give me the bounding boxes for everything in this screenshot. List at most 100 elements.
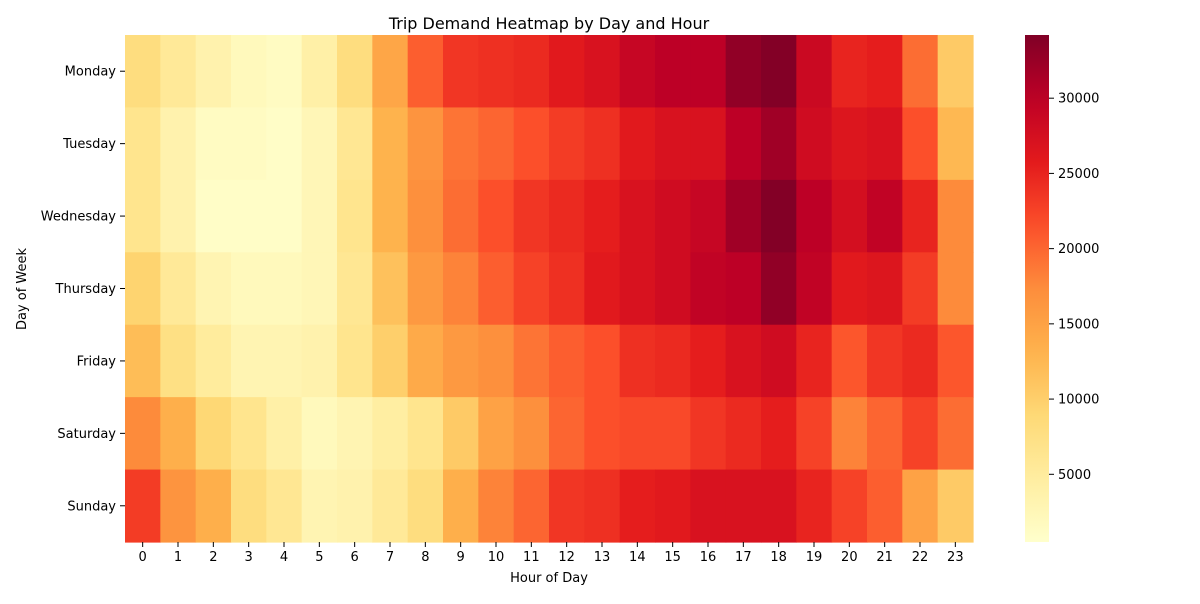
y-tick-label: Monday xyxy=(65,65,117,80)
heatmap-cell xyxy=(655,179,691,253)
heatmap-cell xyxy=(231,252,267,326)
x-tick-label: 20 xyxy=(841,550,858,565)
heatmap-cell xyxy=(160,107,197,181)
heatmap-cell xyxy=(266,469,303,543)
heatmap-cell xyxy=(231,107,267,181)
heatmap-cell xyxy=(160,324,197,398)
heatmap-cell xyxy=(761,397,797,471)
heatmap-cell xyxy=(619,252,656,326)
heatmap-cell xyxy=(831,35,868,109)
y-tick-label: Wednesday xyxy=(41,210,117,225)
y-tick-label: Sunday xyxy=(67,499,116,514)
heatmap-cell xyxy=(690,179,727,253)
heatmap-cell xyxy=(796,252,833,326)
heatmap-cell xyxy=(619,397,656,471)
heatmap-cell xyxy=(337,179,373,253)
heatmap-cell xyxy=(867,107,903,181)
heatmap-cell xyxy=(125,324,161,398)
heatmap-cell xyxy=(513,107,550,181)
heatmap-cell xyxy=(655,324,691,398)
x-tick-label: 9 xyxy=(457,550,465,565)
heatmap-cell xyxy=(337,35,373,109)
heatmap-cell xyxy=(443,324,479,398)
heatmap-cell xyxy=(796,397,833,471)
y-axis-label: Day of Week xyxy=(15,247,30,330)
heatmap-cell xyxy=(231,324,267,398)
x-tick-label: 2 xyxy=(209,550,217,565)
heatmap-cell xyxy=(125,469,161,543)
heatmap-cell xyxy=(867,179,903,253)
heatmap-cell xyxy=(690,397,727,471)
heatmap-cell xyxy=(867,35,903,109)
heatmap-cell xyxy=(796,469,833,543)
heatmap-cell xyxy=(725,35,762,109)
heatmap-cell xyxy=(337,469,373,543)
heatmap-cell xyxy=(549,324,585,398)
heatmap-cell xyxy=(796,324,833,398)
x-tick-label: 4 xyxy=(280,550,288,565)
heatmap-cell xyxy=(231,179,267,253)
heatmap-cell xyxy=(195,324,232,398)
heatmap-cell xyxy=(619,35,656,109)
heatmap-cell xyxy=(584,179,621,253)
heatmap-cell xyxy=(372,252,409,326)
heatmap-cell xyxy=(725,397,762,471)
heatmap-cell xyxy=(796,107,833,181)
x-tick-label: 3 xyxy=(245,550,253,565)
heatmap-cell xyxy=(195,469,232,543)
heatmap-cell xyxy=(513,397,550,471)
heatmap-cell xyxy=(478,397,515,471)
heatmap-cell xyxy=(125,252,161,326)
heatmap-cell xyxy=(902,469,939,543)
x-tick-label: 13 xyxy=(594,550,611,565)
heatmap-cell xyxy=(761,35,797,109)
colorbar-tick-label: 15000 xyxy=(1058,317,1099,332)
heatmap-cell xyxy=(195,35,232,109)
heatmap-cell xyxy=(301,397,338,471)
x-axis-label: Hour of Day xyxy=(510,571,588,586)
heatmap-cell xyxy=(619,179,656,253)
heatmap-cell xyxy=(831,179,868,253)
heatmap-cell xyxy=(584,324,621,398)
heatmap-cell xyxy=(761,179,797,253)
heatmap-cell xyxy=(195,179,232,253)
x-tick-label: 6 xyxy=(351,550,359,565)
heatmap-cell xyxy=(655,469,691,543)
heatmap-cell xyxy=(584,35,621,109)
x-tick-label: 1 xyxy=(174,550,182,565)
heatmap-cell xyxy=(867,324,903,398)
heatmap-cell xyxy=(549,469,585,543)
heatmap-cell xyxy=(690,324,727,398)
heatmap-cell xyxy=(337,397,373,471)
chart-title: Trip Demand Heatmap by Day and Hour xyxy=(388,14,710,33)
heatmap-cell xyxy=(619,469,656,543)
heatmap-cell xyxy=(761,107,797,181)
heatmap-cell xyxy=(761,324,797,398)
x-tick-label: 23 xyxy=(947,550,964,565)
heatmap-cell xyxy=(831,252,868,326)
heatmap-cell xyxy=(125,397,161,471)
heatmap-cell xyxy=(549,35,585,109)
x-tick-label: 11 xyxy=(523,550,540,565)
heatmap-cell xyxy=(443,107,479,181)
heatmap-cell xyxy=(301,252,338,326)
heatmap-cell xyxy=(407,107,444,181)
heatmap-cell xyxy=(513,252,550,326)
heatmap-cell xyxy=(125,107,161,181)
heatmap-cell xyxy=(937,397,974,471)
heatmap-cell xyxy=(867,397,903,471)
heatmap-cell xyxy=(655,397,691,471)
heatmap-cell xyxy=(937,469,974,543)
heatmap-cell xyxy=(301,324,338,398)
heatmap-cell xyxy=(478,179,515,253)
x-tick-label: 5 xyxy=(315,550,323,565)
heatmap-cell xyxy=(407,469,444,543)
heatmap-cell xyxy=(195,107,232,181)
heatmap-cell xyxy=(195,252,232,326)
heatmap-cell xyxy=(867,469,903,543)
heatmap-cell xyxy=(478,35,515,109)
heatmap-cell xyxy=(513,179,550,253)
heatmap-cell xyxy=(195,397,232,471)
heatmap-cell xyxy=(584,252,621,326)
